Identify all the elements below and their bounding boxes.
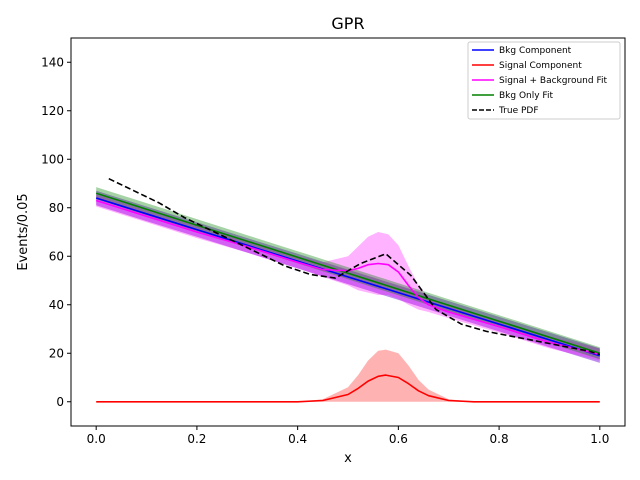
legend-label-2: Signal + Background Fit — [499, 76, 607, 86]
y-tick-label: 40 — [49, 298, 64, 312]
y-axis-ticks: 0 20 40 60 80 100 120 140 — [41, 55, 71, 409]
x-axis-ticks: 0.0 0.2 0.4 0.6 0.8 1.0 — [87, 426, 609, 446]
x-tick-label: 0.0 — [87, 432, 106, 446]
x-tick-label: 1.0 — [590, 432, 609, 446]
y-tick-label: 80 — [49, 201, 64, 215]
y-axis-label: Events/0.05 — [16, 193, 31, 270]
series-line-0 — [95, 197, 601, 357]
legend-label-3: Bkg Only Fit — [499, 91, 553, 101]
legend-label-0: Bkg Component — [499, 46, 572, 56]
y-tick-label: 20 — [49, 346, 64, 360]
y-tick-label: 60 — [49, 249, 64, 263]
x-tick-label: 0.6 — [389, 432, 408, 446]
x-tick-label: 0.4 — [288, 432, 307, 446]
legend-box — [467, 41, 621, 120]
band-1 — [96, 349, 600, 402]
chart-title: GPR — [331, 14, 364, 33]
legend-label-1: Signal Component — [499, 61, 582, 71]
series-line-2 — [95, 199, 600, 356]
legend-label-4: True PDF — [498, 106, 539, 116]
series-line-3 — [95, 192, 601, 355]
x-tick-label: 0.8 — [490, 432, 509, 446]
x-tick-label: 0.2 — [187, 432, 206, 446]
series-line-1 — [96, 374, 600, 403]
y-tick-label: 120 — [41, 104, 64, 118]
y-tick-label: 140 — [41, 55, 64, 69]
series-lines — [95, 177, 601, 403]
y-tick-label: 100 — [41, 152, 64, 166]
plot-frame — [70, 37, 626, 427]
y-tick-label: 0 — [56, 395, 64, 409]
x-axis-label: x — [344, 451, 352, 466]
series-line-4 — [108, 177, 601, 356]
legend: Bkg Component Signal Component Signal + Ba… — [467, 41, 621, 120]
